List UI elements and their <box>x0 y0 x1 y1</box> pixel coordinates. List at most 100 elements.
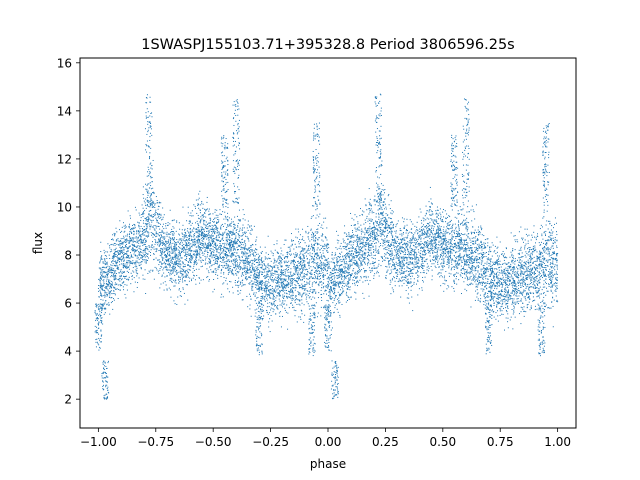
data-point <box>471 268 473 270</box>
data-point <box>411 239 413 241</box>
data-point <box>555 273 557 275</box>
data-point <box>531 236 533 238</box>
data-point <box>545 230 547 232</box>
data-point <box>422 266 424 268</box>
data-point <box>471 251 473 253</box>
data-point <box>168 247 170 249</box>
data-point <box>307 236 309 238</box>
data-point <box>269 331 271 333</box>
data-point <box>541 247 543 249</box>
data-point <box>124 239 126 241</box>
data-point <box>295 228 297 230</box>
data-point <box>481 253 483 255</box>
data-point <box>381 194 382 196</box>
data-point <box>174 266 176 268</box>
data-point <box>210 260 212 262</box>
data-point <box>547 259 549 261</box>
data-point <box>151 215 153 217</box>
data-point <box>168 261 170 263</box>
data-point <box>101 308 103 310</box>
data-point <box>405 256 407 258</box>
data-point <box>195 251 197 252</box>
data-point <box>364 227 366 229</box>
data-point <box>144 209 146 211</box>
data-point <box>100 287 102 289</box>
data-point <box>326 270 328 272</box>
data-point <box>103 272 105 274</box>
data-point <box>394 249 396 251</box>
data-point <box>341 281 343 283</box>
data-point <box>352 244 354 246</box>
data-point <box>448 255 450 257</box>
data-point <box>254 251 256 253</box>
data-point <box>167 269 169 271</box>
data-point <box>110 269 112 271</box>
data-point <box>385 276 387 278</box>
data-point <box>316 278 318 280</box>
data-point <box>244 247 246 249</box>
data-point <box>498 255 500 257</box>
data-point <box>470 258 472 260</box>
data-point <box>124 244 126 246</box>
data-point <box>548 274 550 276</box>
data-point <box>186 270 188 272</box>
data-point <box>226 283 228 285</box>
data-point <box>498 280 500 282</box>
data-point <box>205 227 207 229</box>
data-point <box>513 305 515 307</box>
data-point <box>113 253 115 255</box>
data-point <box>483 264 485 266</box>
data-point <box>544 306 546 308</box>
data-point <box>97 314 99 316</box>
data-point <box>144 217 146 219</box>
data-point <box>499 308 501 310</box>
data-point <box>412 254 414 256</box>
data-point <box>484 293 486 295</box>
data-point <box>225 252 227 254</box>
data-point <box>233 241 235 243</box>
data-point <box>432 252 434 254</box>
data-point <box>505 284 507 286</box>
data-point <box>461 242 463 244</box>
data-point <box>166 275 168 277</box>
data-point <box>276 292 278 294</box>
data-point <box>316 214 318 216</box>
data-point <box>145 259 147 261</box>
data-point <box>165 249 167 251</box>
data-point <box>369 232 371 234</box>
data-point <box>406 237 408 239</box>
data-point <box>496 268 498 270</box>
data-point <box>131 248 133 250</box>
data-point <box>438 232 440 234</box>
data-point <box>364 254 366 256</box>
data-point <box>286 296 288 298</box>
data-point <box>179 280 181 282</box>
data-point <box>471 205 473 207</box>
data-point <box>490 281 492 283</box>
data-point <box>501 285 503 287</box>
data-point <box>392 264 394 266</box>
data-point <box>459 242 461 244</box>
data-point <box>551 280 553 282</box>
data-point <box>491 242 493 244</box>
data-point <box>390 227 392 229</box>
data-point <box>311 239 313 241</box>
data-point <box>228 250 230 252</box>
data-point <box>166 249 168 251</box>
data-point <box>165 227 167 229</box>
data-point <box>391 227 393 229</box>
data-point <box>255 276 257 278</box>
data-point <box>327 268 329 270</box>
data-point <box>176 303 178 305</box>
data-point <box>427 232 429 234</box>
data-point <box>294 269 296 271</box>
data-point <box>119 258 121 260</box>
data-point <box>512 272 514 274</box>
data-point <box>430 245 432 247</box>
data-point <box>162 259 164 261</box>
data-point <box>303 288 305 290</box>
data-point <box>486 258 488 260</box>
data-point <box>224 250 226 252</box>
data-point <box>417 249 419 251</box>
data-point <box>208 241 210 243</box>
